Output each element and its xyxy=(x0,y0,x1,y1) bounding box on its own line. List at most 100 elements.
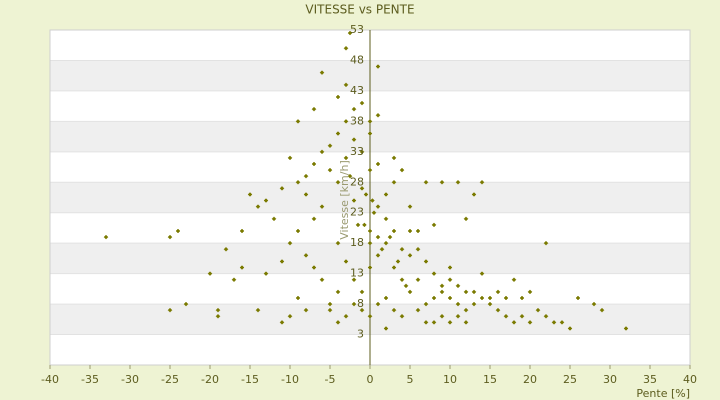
point xyxy=(399,277,405,283)
point xyxy=(351,301,357,307)
chart-title: VITESSE vs PENTE xyxy=(305,3,414,17)
y-tick-label: 53 xyxy=(350,23,364,36)
point xyxy=(423,259,429,264)
point xyxy=(511,277,517,283)
point xyxy=(103,234,109,240)
point xyxy=(379,246,385,252)
point xyxy=(319,70,325,75)
point xyxy=(455,313,461,319)
x-tick-label: 5 xyxy=(407,373,414,386)
point xyxy=(215,307,221,313)
point xyxy=(463,320,469,325)
y-tick-label: 23 xyxy=(350,206,364,219)
plot-area xyxy=(49,29,691,369)
point xyxy=(367,167,373,173)
point xyxy=(303,253,309,258)
point xyxy=(279,259,285,264)
point xyxy=(295,295,301,301)
point xyxy=(479,295,485,301)
point xyxy=(215,313,221,319)
x-tick-label: -25 xyxy=(161,373,179,386)
point xyxy=(375,234,381,240)
y-tick-label: 8 xyxy=(357,297,364,310)
point xyxy=(355,222,361,228)
x-tick-label: 20 xyxy=(523,373,537,386)
point xyxy=(362,222,367,228)
point xyxy=(367,119,373,124)
point xyxy=(375,301,381,307)
point xyxy=(439,179,445,185)
point xyxy=(263,198,269,203)
point xyxy=(391,265,397,270)
point xyxy=(527,320,533,325)
point xyxy=(343,82,349,88)
point xyxy=(311,106,317,112)
point xyxy=(479,179,485,185)
point xyxy=(495,307,501,313)
point xyxy=(383,326,389,331)
x-tick-label: -10 xyxy=(281,373,299,386)
point xyxy=(303,192,309,197)
point xyxy=(287,155,293,161)
point xyxy=(383,295,389,301)
point xyxy=(455,179,461,185)
y-tick-label: 18 xyxy=(350,236,364,249)
point xyxy=(471,301,477,307)
point xyxy=(319,149,325,155)
y-tick-label: 13 xyxy=(350,267,364,280)
y-axis-label: Vitesse [km/h] xyxy=(338,160,351,240)
point xyxy=(391,155,397,161)
point xyxy=(255,307,261,313)
point xyxy=(327,167,333,173)
point xyxy=(391,307,397,313)
point xyxy=(279,320,285,325)
point xyxy=(415,246,421,252)
point xyxy=(431,320,437,325)
point xyxy=(519,313,525,319)
x-tick-label: -30 xyxy=(121,373,139,386)
point xyxy=(347,173,353,179)
point xyxy=(327,143,333,149)
y-tick-label: 28 xyxy=(350,175,364,188)
x-tick-label: -5 xyxy=(325,373,336,386)
point xyxy=(311,216,317,222)
point xyxy=(351,277,357,283)
point xyxy=(551,320,557,325)
point xyxy=(343,259,349,264)
point xyxy=(247,192,253,197)
point xyxy=(207,271,213,276)
point xyxy=(175,228,181,234)
x-tick-label: 30 xyxy=(603,373,617,386)
point xyxy=(503,295,509,301)
y-tick-label: 48 xyxy=(350,53,364,66)
point xyxy=(471,289,477,295)
x-tick-label: -35 xyxy=(81,373,99,386)
point xyxy=(343,45,349,51)
point xyxy=(399,167,405,173)
point xyxy=(347,30,353,36)
point xyxy=(407,228,413,234)
point xyxy=(375,64,381,69)
point xyxy=(471,192,477,197)
point xyxy=(431,295,437,301)
point xyxy=(319,277,325,283)
point xyxy=(335,240,341,246)
point xyxy=(303,307,309,313)
point xyxy=(503,313,509,319)
point xyxy=(343,313,349,319)
point xyxy=(407,253,413,258)
point xyxy=(359,100,365,106)
point xyxy=(375,112,381,118)
point xyxy=(371,210,377,216)
point xyxy=(295,228,301,234)
point xyxy=(359,307,365,313)
point xyxy=(335,289,341,295)
point xyxy=(383,240,389,246)
point xyxy=(511,320,517,325)
point xyxy=(327,307,333,313)
point xyxy=(463,289,469,295)
point xyxy=(423,179,429,185)
point xyxy=(367,313,373,319)
point xyxy=(463,216,469,222)
point xyxy=(439,313,445,319)
